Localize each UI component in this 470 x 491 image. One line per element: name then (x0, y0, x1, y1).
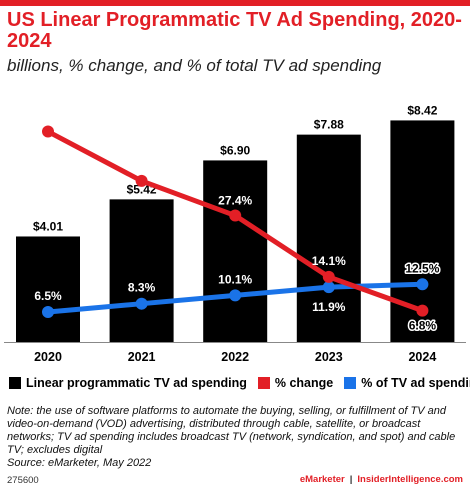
legend-item-spending: Linear programmatic TV ad spending (9, 376, 247, 390)
change-label-2023: 14.1% (312, 254, 346, 268)
bar-2021 (109, 199, 174, 342)
share-label-2021: 8.3% (128, 281, 156, 295)
share-label-2023: 11.9% (312, 300, 346, 314)
share-label-2024: 12.5% (405, 261, 439, 275)
share-point-2022 (229, 289, 242, 302)
chart-id: 275600 (7, 475, 39, 486)
footer: 275600 eMarketer | InsiderIntelligence.com (7, 473, 463, 487)
share-label-2020: 6.5% (34, 289, 62, 303)
bar-label-2024: $8.42 (407, 103, 437, 117)
legend-item-change: % change (257, 376, 334, 390)
x-tick-label-2020: 2020 (34, 350, 62, 364)
change-label-2021: 34.9% (125, 159, 159, 173)
bar-label-2023: $7.88 (314, 118, 344, 132)
change-label-2024: 6.8% (409, 319, 437, 333)
legend-swatch-spending (9, 377, 21, 389)
top-accent-bar (0, 0, 470, 6)
legend-label-share: % of TV ad spending (361, 376, 470, 390)
change-point-2021 (135, 174, 148, 187)
note-text: Note: the use of software platforms to a… (7, 405, 456, 456)
bar-label-2020: $4.01 (33, 219, 63, 233)
brand-separator: | (349, 474, 353, 485)
legend-swatch-share (344, 377, 357, 389)
x-tick-label-2023: 2023 (315, 350, 343, 364)
legend-item-share: % of TV ad spending (344, 376, 470, 390)
chart-title: US Linear Programmatic TV Ad Spending, 2… (7, 9, 462, 52)
share-point-2023 (322, 281, 335, 294)
change-label-2020: 45.6% (31, 146, 65, 160)
change-point-2022 (229, 209, 242, 222)
chart-note: Note: the use of software platforms to a… (7, 405, 467, 470)
brand-insider-intelligence[interactable]: InsiderIntelligence.com (357, 474, 463, 485)
share-point-2020 (42, 306, 54, 318)
legend: Linear programmatic TV ad spending % cha… (9, 373, 470, 393)
bar-2020 (16, 236, 80, 342)
x-tick-label-2024: 2024 (408, 350, 436, 364)
x-tick-label-2021: 2021 (128, 350, 156, 364)
brand-emarketer[interactable]: eMarketer (299, 474, 345, 485)
bar-2023 (296, 134, 361, 342)
x-tick-label-2022: 2022 (221, 350, 249, 364)
share-label-2022: 10.1% (218, 272, 252, 286)
legend-label-spending: Linear programmatic TV ad spending (26, 376, 247, 390)
change-point-2020 (42, 125, 54, 138)
change-point-2023 (322, 270, 335, 283)
bar-2022 (203, 160, 268, 342)
change-label-2022: 27.4% (218, 194, 252, 208)
legend-label-change: % change (274, 376, 334, 390)
brand: eMarketer | InsiderIntelligence.com (300, 474, 463, 485)
share-point-2024 (416, 278, 429, 291)
share-point-2021 (135, 297, 148, 310)
chart-subtitle: billions, % change, and % of total TV ad… (7, 56, 382, 75)
legend-swatch-change (257, 377, 270, 389)
change-point-2024 (416, 304, 429, 317)
source-text: Source: eMarketer, May 2022 (7, 457, 152, 469)
bar-label-2022: $6.90 (220, 143, 250, 157)
